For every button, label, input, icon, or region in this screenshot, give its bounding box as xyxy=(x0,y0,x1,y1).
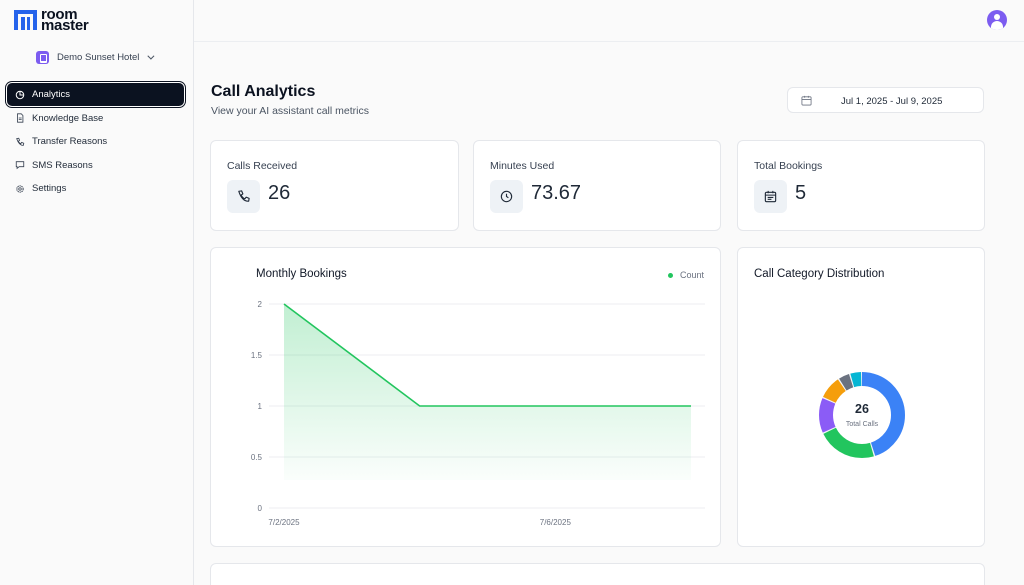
series-line xyxy=(283,303,691,407)
legend-swatch xyxy=(667,272,673,278)
y-tick-label: 1 xyxy=(258,402,263,411)
logo-line-1: room xyxy=(41,6,78,23)
y-tick-label: 0 xyxy=(258,504,263,513)
legend-label: Count xyxy=(679,270,704,280)
donut-center-label: Total Calls xyxy=(845,421,879,428)
donut-slice xyxy=(819,372,905,458)
call-category-card: Call Category Distribution 26 Total Call… xyxy=(737,247,985,547)
donut-slice xyxy=(819,372,905,458)
donut-center-value: 26 xyxy=(855,402,869,416)
stat-label: Minutes Used xyxy=(490,160,555,172)
chevron-down-icon xyxy=(147,52,155,60)
monthly-bookings-chart: 2 1.5 1 0.5 0 7/2/2025 7/6/2025 xyxy=(251,300,705,527)
page-title: Call Analytics xyxy=(211,83,316,100)
hotel-icon xyxy=(36,51,49,64)
message-icon xyxy=(15,160,25,170)
bottom-card xyxy=(210,563,985,585)
sidebar-item-label: Settings xyxy=(32,183,67,194)
phone-icon xyxy=(15,137,25,147)
sidebar-item-label: Transfer Reasons xyxy=(32,136,108,147)
top-bar xyxy=(194,0,1024,42)
date-range-picker[interactable]: Jul 1, 2025 - Jul 9, 2025 xyxy=(787,87,984,113)
stat-card-minutes-used: Minutes Used 73.67 xyxy=(473,140,721,231)
donut-slice xyxy=(819,372,905,458)
sidebar: room master Demo Sunset Hotel Analytics … xyxy=(0,0,194,585)
user-avatar-icon[interactable] xyxy=(987,10,1007,30)
monthly-bookings-card: Monthly Bookings Count 2 1.5 1 0.5 0 7/2/2025… xyxy=(210,247,721,547)
x-tick-label: 7/6/2025 xyxy=(540,518,572,527)
sidebar-item-settings[interactable]: Settings xyxy=(7,177,184,200)
stat-value: 5 xyxy=(795,182,807,204)
hotel-selector[interactable]: Demo Sunset Hotel xyxy=(36,51,155,64)
chart-title: Monthly Bookings xyxy=(256,268,347,280)
logo-text: room master xyxy=(41,6,89,34)
stat-value: 26 xyxy=(268,182,291,204)
chart-title: Call Category Distribution xyxy=(754,268,885,280)
gear-icon xyxy=(15,184,25,194)
sidebar-item-transfer-reasons[interactable]: Transfer Reasons xyxy=(7,130,184,153)
series-area xyxy=(284,304,691,480)
calendar-icon xyxy=(754,180,787,213)
sidebar-item-label: SMS Reasons xyxy=(32,159,93,171)
stat-card-total-bookings: Total Bookings 5 xyxy=(737,140,985,231)
date-range-label: Jul 1, 2025 - Jul 9, 2025 xyxy=(841,96,943,107)
y-tick-label: 2 xyxy=(258,300,263,309)
sidebar-item-label: Knowledge Base xyxy=(32,112,104,124)
page-subtitle: View your AI assistant call metrics xyxy=(211,105,369,117)
sidebar-item-knowledge-base[interactable]: Knowledge Base xyxy=(7,107,184,130)
pie-chart-icon xyxy=(15,90,25,100)
roommaster-logo-icon xyxy=(13,8,38,32)
stat-card-calls-received: Calls Received 26 xyxy=(210,140,459,231)
hotel-selector-value: Demo Sunset Hotel xyxy=(57,52,140,63)
x-tick-label: 7/2/2025 xyxy=(268,518,300,527)
y-tick-label: 0.5 xyxy=(251,453,263,462)
sidebar-item-analytics[interactable]: Analytics xyxy=(7,83,184,106)
call-category-donut-chart xyxy=(819,372,905,458)
stat-label: Total Bookings xyxy=(754,160,823,172)
sidebar-item-label: Analytics xyxy=(32,89,71,100)
file-icon xyxy=(15,113,25,123)
stat-label: Calls Received xyxy=(227,160,298,172)
logo[interactable]: room master xyxy=(13,6,89,34)
sidebar-nav: Analytics Knowledge Base Transfer Reason… xyxy=(7,83,184,201)
phone-icon xyxy=(227,180,260,213)
chart-legend[interactable]: Count xyxy=(667,270,704,280)
clock-icon xyxy=(490,180,523,213)
logo-line-2: master xyxy=(41,17,89,34)
stat-value: 73.67 xyxy=(531,182,582,204)
sidebar-item-sms-reasons[interactable]: SMS Reasons xyxy=(7,154,184,177)
calendar-icon xyxy=(801,95,812,106)
y-tick-label: 1.5 xyxy=(251,351,263,360)
